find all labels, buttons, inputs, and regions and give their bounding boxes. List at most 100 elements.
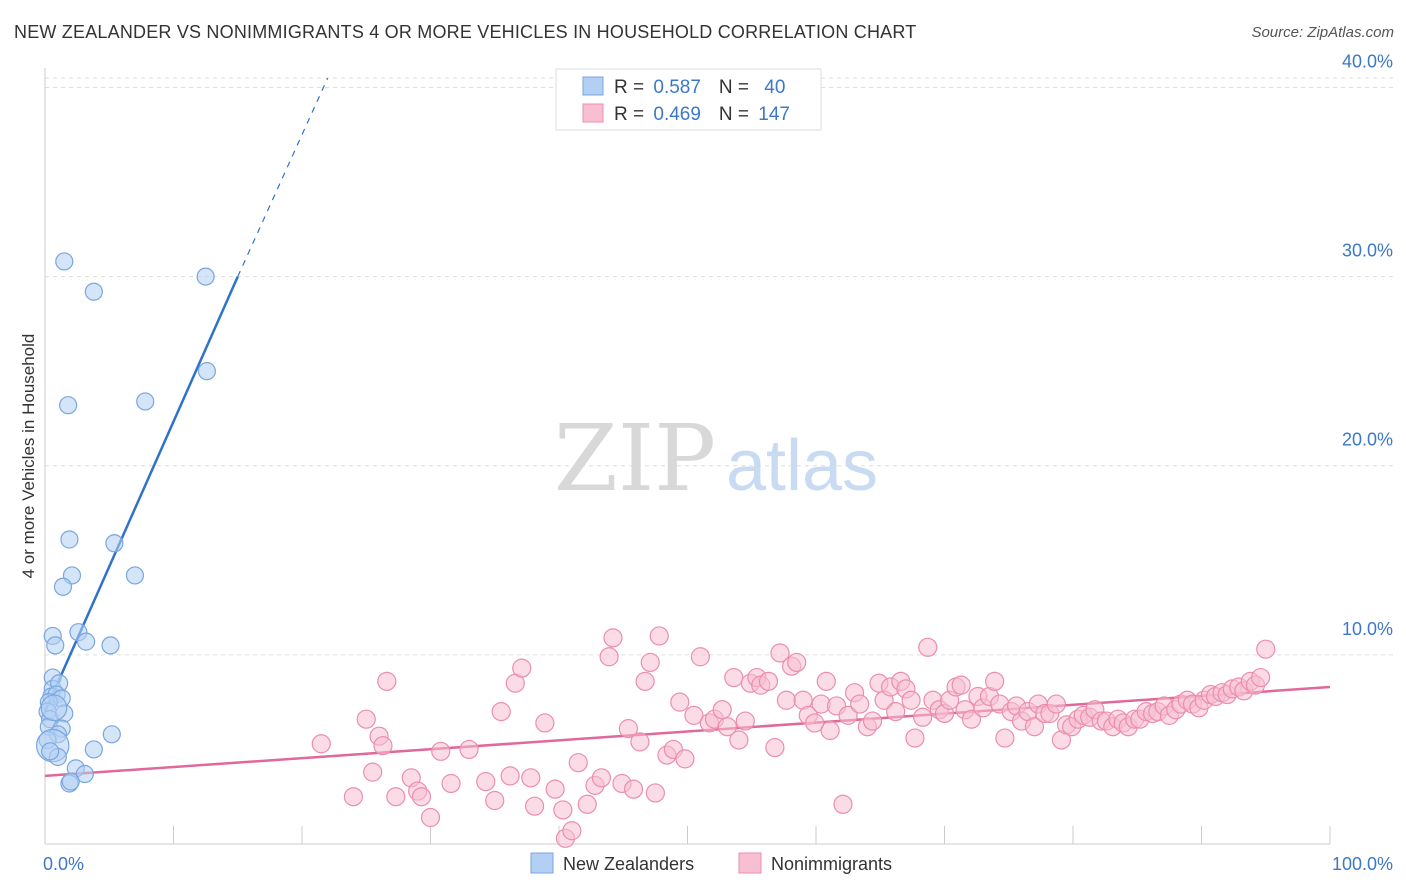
- legend-label-new-zealanders: New Zealanders: [563, 854, 694, 874]
- nonimmigrants-point: [805, 713, 825, 733]
- nonimmigrants-point: [985, 671, 1005, 691]
- new-zealanders-point: [102, 725, 121, 744]
- nonimmigrants-point: [577, 794, 597, 814]
- correlation-legend: R = 0.587 N = 40 R = 0.469 N = 147: [555, 68, 822, 131]
- new-zealanders-point: [125, 566, 145, 585]
- nonimmigrants-point: [684, 705, 704, 725]
- nonimmigrants-point: [640, 652, 660, 673]
- nonimmigrants-point: [311, 734, 331, 754]
- nonimmigrants-point: [787, 652, 807, 673]
- legend-n-label: N =: [719, 77, 754, 98]
- series-legend: New Zealanders Nonimmigrants: [530, 852, 892, 874]
- nonimmigrants-point: [905, 728, 925, 748]
- nonimmigrants-point: [862, 711, 883, 731]
- new-zealanders-point: [136, 392, 155, 411]
- nonimmigrants-trend-line: [44, 685, 1331, 778]
- nonimmigrants-point: [512, 658, 532, 678]
- nonimmigrants-point: [356, 709, 376, 729]
- grid-lines: [45, 77, 1394, 656]
- nonimmigrants-point: [645, 783, 665, 803]
- new-zealanders-point: [53, 577, 73, 596]
- nonimmigrants-point: [690, 647, 710, 667]
- new-zealanders-point: [59, 396, 78, 415]
- nonimmigrants-point: [1046, 694, 1066, 714]
- new-zealanders-trend-line: [43, 276, 239, 713]
- legend-r-label: R =: [614, 77, 649, 98]
- source-credit: Source: ZipAtlas.com: [1251, 24, 1394, 41]
- legend-r-value: 0.469: [653, 104, 701, 125]
- new-zealanders-points: [35, 252, 217, 793]
- nonimmigrants-point: [535, 713, 555, 733]
- nonimmigrants-point: [599, 647, 619, 667]
- nonimmigrants-point: [675, 749, 695, 769]
- legend-swatch-pink: [582, 103, 604, 123]
- legend-r-label: R =: [614, 104, 649, 125]
- nonimmigrants-point: [476, 771, 496, 792]
- new-zealanders-point: [196, 267, 215, 286]
- new-zealanders-point: [55, 252, 74, 271]
- nonimmigrants-point: [670, 692, 690, 712]
- nonimmigrants-point: [441, 773, 461, 794]
- new-zealanders-point: [84, 282, 103, 301]
- nonimmigrants-point: [568, 753, 588, 773]
- nonimmigrants-point: [901, 690, 921, 710]
- new-zealanders-point: [84, 740, 103, 759]
- nonimmigrants-point: [411, 787, 432, 807]
- nonimmigrants-point: [886, 702, 906, 722]
- nonimmigrants-point: [1251, 667, 1271, 688]
- legend-label-nonimmigrants: Nonimmigrants: [771, 854, 892, 874]
- nonimmigrants-point: [765, 737, 785, 758]
- nonimmigrants-point: [961, 709, 982, 729]
- new-zealanders-trend-extension: [237, 77, 329, 277]
- nonimmigrants-point: [635, 671, 655, 691]
- nonimmigrants-points: [311, 626, 1276, 848]
- nonimmigrants-point: [431, 741, 451, 761]
- x-tick-label: 0.0%: [43, 854, 84, 874]
- nonimmigrants-point: [521, 768, 541, 788]
- nonimmigrants-point: [591, 768, 612, 788]
- nonimmigrants-point: [500, 766, 520, 786]
- legend-n-label: N =: [719, 104, 754, 125]
- nonimmigrants-point: [343, 787, 363, 807]
- legend-swatch-nonimmigrants: [738, 852, 762, 874]
- nonimmigrants-point: [649, 626, 669, 646]
- tick-labels: 10.0% 20.0% 30.0% 40.0% 0.0% 100.0%: [43, 51, 1393, 874]
- nonimmigrants-point: [603, 628, 623, 648]
- nonimmigrants-point: [630, 732, 650, 752]
- nonimmigrants-point: [618, 719, 638, 739]
- nonimmigrants-point: [459, 739, 479, 760]
- nonimmigrants-point: [735, 711, 755, 731]
- nonimmigrants-point: [951, 675, 971, 695]
- new-zealanders-point: [60, 530, 79, 549]
- y-tick-label: 30.0%: [1342, 241, 1393, 261]
- nonimmigrants-point: [850, 694, 870, 714]
- new-zealanders-point: [77, 632, 96, 651]
- nonimmigrants-point: [776, 690, 797, 710]
- new-zealanders-point: [197, 362, 217, 381]
- new-zealanders-point: [75, 764, 94, 784]
- new-zealanders-point: [41, 742, 60, 761]
- nonimmigrants-point: [373, 736, 393, 756]
- nonimmigrants-point: [838, 705, 858, 725]
- nonimmigrants-point: [758, 671, 779, 691]
- legend-swatch-blue: [582, 76, 604, 96]
- nonimmigrants-point: [623, 779, 644, 799]
- nonimmigrants-point: [485, 790, 505, 811]
- new-zealanders-point: [105, 534, 124, 553]
- watermark: ZIP atlas: [554, 405, 878, 512]
- nonimmigrants-point: [553, 800, 573, 820]
- nonimmigrants-point: [420, 807, 441, 828]
- nonimmigrants-point: [724, 667, 744, 688]
- nonimmigrants-point: [562, 821, 582, 841]
- y-tick-label: 20.0%: [1342, 430, 1393, 450]
- legend-n-value: 147: [758, 104, 790, 125]
- nonimmigrants-point: [913, 707, 933, 727]
- nonimmigrants-point: [918, 637, 938, 657]
- legend-n-value: 40: [764, 77, 785, 98]
- new-zealanders-point: [101, 636, 120, 655]
- new-zealanders-point: [40, 694, 68, 722]
- nonimmigrants-point: [717, 717, 737, 737]
- nonimmigrants-point: [377, 671, 397, 691]
